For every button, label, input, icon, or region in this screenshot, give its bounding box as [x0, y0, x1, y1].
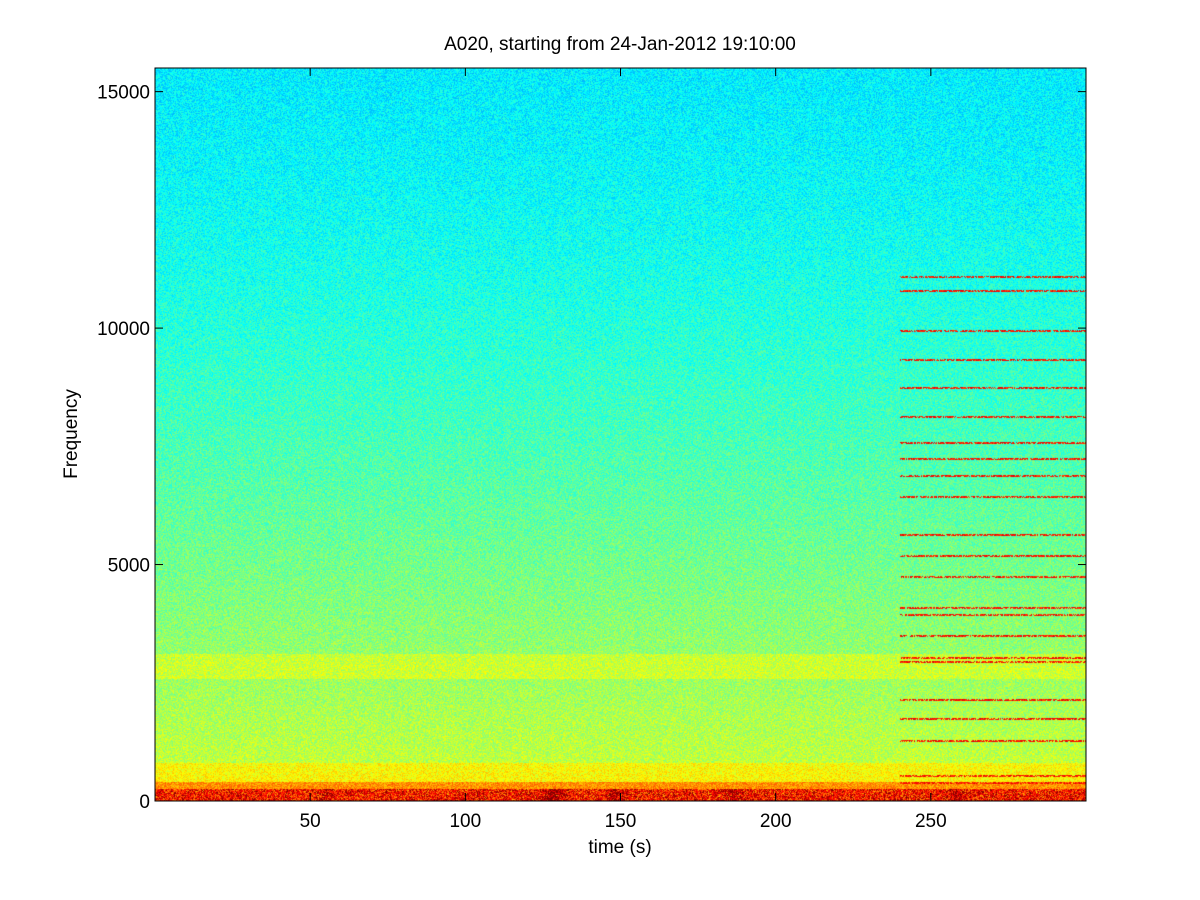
x-tick-label: 100 — [449, 811, 481, 832]
x-tick-label: 50 — [300, 811, 321, 832]
y-axis: 0 5000 10000 15000 — [97, 83, 1086, 813]
y-tick-label: 5000 — [108, 556, 150, 577]
x-tick-label: 250 — [915, 811, 947, 832]
y-tick-label: 0 — [139, 792, 150, 813]
chart-title: A020, starting from 24-Jan-2012 19:10:00 — [444, 34, 796, 55]
x-tick-label: 200 — [760, 811, 792, 832]
y-tick-label: 15000 — [97, 83, 150, 104]
y-tick-label: 10000 — [97, 319, 150, 340]
x-axis-label: time (s) — [588, 837, 651, 858]
y-axis-label: Frequency — [61, 389, 82, 479]
x-axis: 50 100 150 200 250 — [300, 68, 947, 832]
x-tick-label: 150 — [605, 811, 637, 832]
spectrogram-image — [155, 68, 1086, 801]
